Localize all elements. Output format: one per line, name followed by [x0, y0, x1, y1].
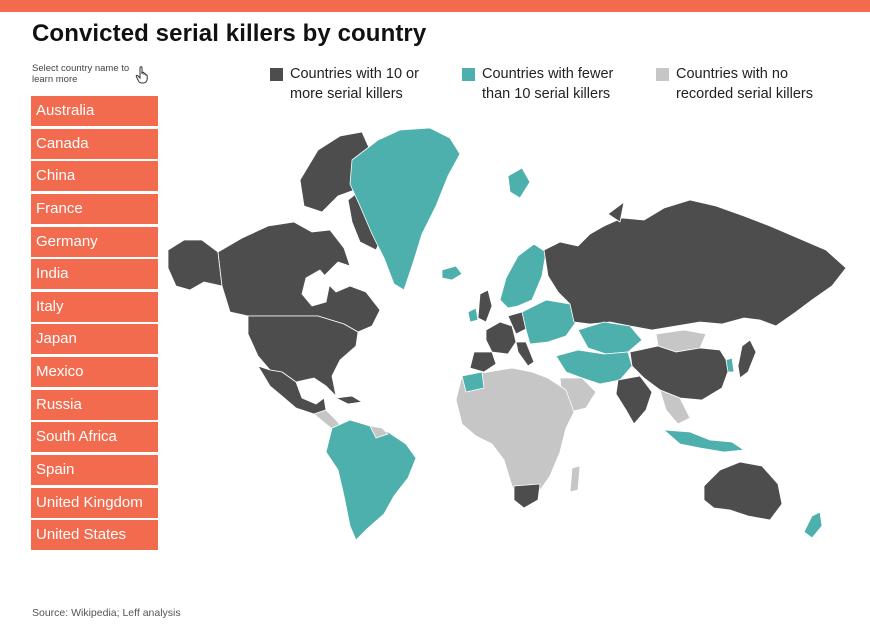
country-button-spain[interactable]: Spain — [31, 455, 158, 486]
country-united-states[interactable] — [247, 315, 359, 397]
country-iceland[interactable] — [441, 265, 463, 281]
country-canada[interactable] — [217, 221, 381, 333]
country-button-italy[interactable]: Italy — [31, 291, 158, 322]
country-italy[interactable] — [515, 341, 535, 367]
country-new-zealand[interactable] — [803, 511, 823, 539]
country-button-china[interactable]: China — [31, 161, 158, 192]
region-south-america[interactable] — [325, 419, 417, 541]
region-guianas[interactable] — [369, 425, 389, 439]
pointer-hand-icon — [135, 66, 148, 84]
country-alaska[interactable] — [167, 239, 223, 291]
region-middle-east[interactable] — [555, 349, 633, 385]
country-china[interactable] — [629, 345, 731, 401]
country-russia[interactable] — [543, 199, 847, 331]
country-button-india[interactable]: India — [31, 259, 158, 290]
region-africa[interactable] — [455, 367, 575, 509]
country-button-australia[interactable]: Australia — [31, 96, 158, 126]
country-france[interactable] — [485, 321, 517, 355]
legend-swatch-few — [462, 68, 475, 81]
country-japan[interactable] — [737, 339, 757, 379]
source-note: Source: Wikipedia; Leff analysis — [32, 607, 181, 619]
country-button-france[interactable]: France — [31, 193, 158, 224]
country-mexico[interactable] — [257, 365, 327, 415]
world-map — [167, 127, 847, 541]
region-indonesia[interactable] — [663, 429, 745, 453]
country-spain[interactable] — [469, 351, 497, 373]
country-button-united-kingdom[interactable]: United Kingdom — [31, 487, 158, 518]
country-button-russia[interactable]: Russia — [31, 389, 158, 420]
country-australia[interactable] — [703, 461, 783, 521]
country-kazakhstan[interactable] — [577, 321, 643, 355]
legend-item-many: Countries with 10 or more serial killers — [270, 64, 419, 104]
legend-swatch-many — [270, 68, 283, 81]
country-button-germany[interactable]: Germany — [31, 226, 158, 257]
legend-label-none: Countries with no recorded serial killer… — [676, 66, 813, 102]
country-russia-novaya-zemlya[interactable] — [607, 201, 625, 223]
region-europe-other[interactable] — [521, 299, 577, 345]
legend-item-none: Countries with no recorded serial killer… — [656, 64, 813, 104]
country-button-south-africa[interactable]: South Africa — [31, 422, 158, 453]
region-north-africa-teal[interactable] — [461, 371, 485, 393]
country-button-united-states[interactable]: United States — [31, 520, 158, 551]
map-legend: Countries with 10 or more serial killers… — [270, 64, 850, 108]
legend-swatch-none — [656, 68, 669, 81]
country-list: Australia Canada China France Germany In… — [31, 96, 158, 553]
region-scandinavia[interactable] — [499, 243, 547, 309]
country-button-canada[interactable]: Canada — [31, 128, 158, 159]
country-button-japan[interactable]: Japan — [31, 324, 158, 355]
country-india[interactable] — [615, 375, 653, 425]
country-south-africa[interactable] — [513, 483, 541, 509]
country-madagascar[interactable] — [569, 465, 581, 493]
country-button-mexico[interactable]: Mexico — [31, 357, 158, 388]
top-accent-bar — [0, 0, 870, 12]
country-ireland[interactable] — [467, 307, 479, 323]
legend-item-few: Countries with fewer than 10 serial kill… — [462, 64, 613, 104]
legend-label-many: Countries with 10 or more serial killers — [290, 66, 419, 102]
country-svalbard[interactable] — [507, 167, 531, 199]
country-greenland[interactable] — [349, 127, 461, 291]
page-title: Convicted serial killers by country — [32, 20, 427, 47]
region-southeast-asia[interactable] — [659, 389, 691, 425]
hudson-bay — [301, 269, 331, 307]
country-united-kingdom[interactable] — [477, 289, 493, 323]
country-korea[interactable] — [725, 357, 735, 373]
legend-label-few: Countries with fewer than 10 serial kill… — [482, 66, 614, 102]
select-hint: Select country name to learn more — [32, 63, 130, 85]
region-caribbean[interactable] — [335, 395, 363, 405]
